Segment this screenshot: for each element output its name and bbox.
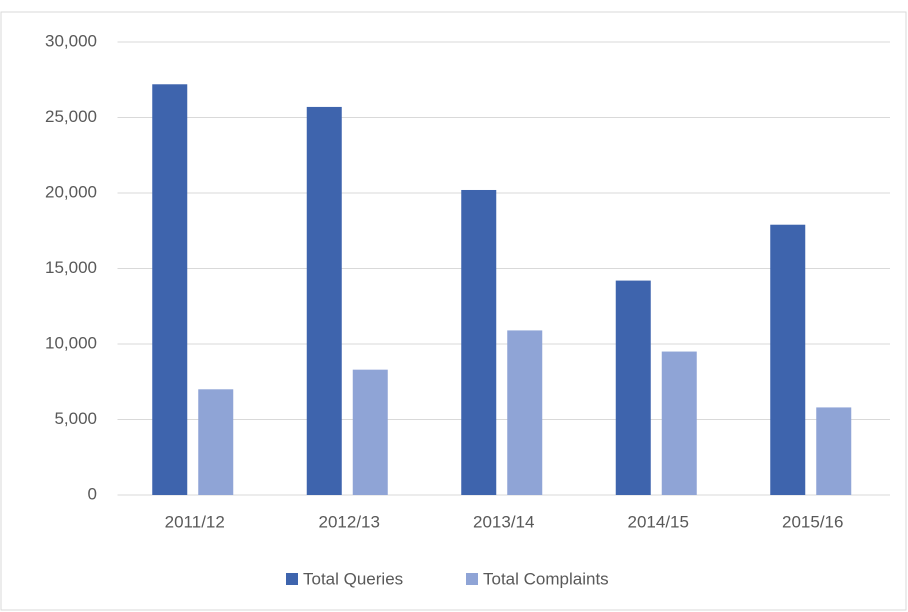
bar (461, 189, 497, 496)
x-tick-label: 2014/15 (628, 512, 689, 531)
bar (507, 330, 543, 495)
legend-swatch (286, 573, 298, 585)
y-tick-label: 30,000 (45, 31, 97, 50)
bar (770, 224, 806, 495)
x-tick-label: 2015/16 (782, 512, 843, 531)
bar (306, 106, 342, 496)
bar (816, 407, 852, 495)
y-tick-label: 15,000 (45, 258, 97, 277)
legend-label: Total Queries (303, 569, 403, 588)
bar (615, 280, 651, 495)
x-tick-label: 2011/12 (165, 512, 225, 531)
y-tick-label: 5,000 (54, 409, 97, 428)
bar (198, 389, 234, 495)
y-tick-label: 20,000 (45, 182, 97, 201)
bar (352, 369, 388, 495)
y-tick-label: 25,000 (45, 107, 97, 126)
legend-swatch (466, 573, 478, 585)
x-tick-label: 2013/14 (473, 512, 534, 531)
bar (661, 351, 697, 495)
y-tick-label: 0 (88, 484, 97, 503)
x-tick-label: 2012/13 (319, 512, 380, 531)
chart-border (0, 11, 907, 611)
bar (152, 84, 188, 495)
y-tick-label: 10,000 (45, 333, 97, 352)
legend-label: Total Complaints (483, 569, 609, 588)
